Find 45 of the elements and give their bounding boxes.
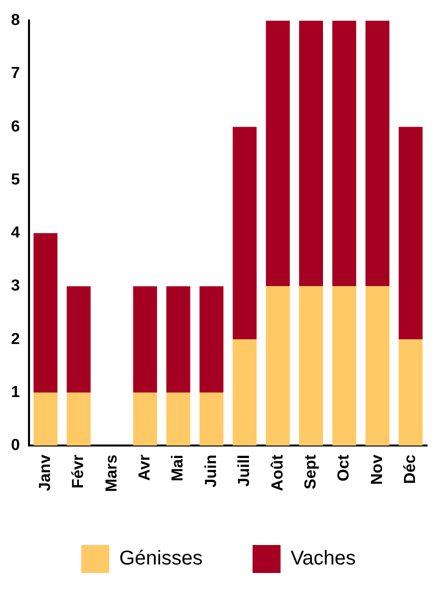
x-tick-label: Mars (103, 454, 120, 492)
bar (232, 339, 257, 446)
x-tick-label: Sept (302, 454, 320, 490)
x-tick-label: Juin (202, 454, 220, 488)
bar (332, 20, 356, 286)
bar (398, 126, 423, 340)
legend-label: Génisses (119, 548, 203, 570)
y-tick-label: 4 (10, 224, 20, 242)
y-tick-label: 0 (10, 437, 20, 454)
bar (232, 126, 257, 340)
bar (299, 286, 323, 446)
legend-label: Vaches (290, 548, 356, 570)
x-tick-label: Oct (336, 454, 353, 482)
x-tick-label: Avr (136, 454, 154, 481)
bar (365, 20, 390, 286)
bar (365, 286, 390, 446)
x-tick-label: Déc (402, 454, 420, 484)
bar (166, 392, 190, 446)
y-tick-label: 3 (10, 278, 20, 295)
bar (299, 20, 323, 286)
bar (166, 286, 190, 393)
bar (133, 286, 158, 393)
bar (66, 286, 91, 393)
y-tick-label: 8 (10, 12, 20, 30)
x-tick-label: Août (269, 454, 286, 492)
bar (200, 392, 224, 446)
bar (266, 286, 290, 446)
x-tick-label: Févr (70, 454, 88, 488)
bar (398, 339, 423, 446)
y-tick-label: 2 (10, 330, 20, 348)
bar (266, 20, 290, 286)
bar (66, 392, 91, 446)
x-tick-label: Nov (368, 454, 386, 485)
x-tick-label: Janv (36, 454, 54, 492)
bar (133, 392, 158, 446)
x-tick-label: Mai (170, 454, 187, 482)
y-tick-label: 7 (10, 65, 20, 82)
bar (200, 286, 224, 393)
x-tick-label: Juill (236, 454, 254, 487)
bar (34, 233, 58, 393)
y-tick-label: 5 (10, 171, 20, 188)
y-tick-label: 6 (10, 118, 20, 136)
bar (34, 392, 58, 446)
bar (332, 286, 356, 446)
y-tick-label: 1 (10, 384, 20, 401)
